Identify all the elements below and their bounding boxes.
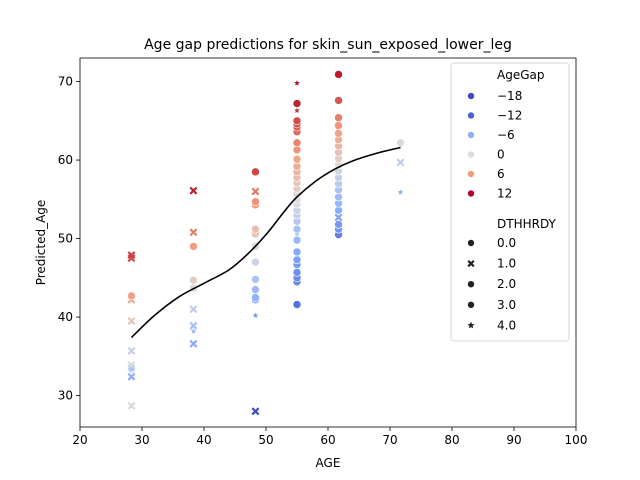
legend-style-title: DTHHRDY xyxy=(497,217,557,231)
legend: AgeGap DTHHRDY −18 −12 −6 0 6 12 0.0 1.0 2.0 3.0 4… xyxy=(450,62,570,342)
legend-hue-marker xyxy=(467,92,475,100)
legend-hue-label: 6 xyxy=(497,167,505,181)
y-tick-label: 70 xyxy=(58,75,73,89)
x-axis-ticks: 20 30 40 50 60 70 80 90 100 xyxy=(72,427,587,447)
x-tick-label: 30 xyxy=(134,433,149,447)
x-tick-label: 100 xyxy=(565,433,588,447)
legend-style-label: 4.0 xyxy=(497,318,516,332)
x-axis-label: AGE xyxy=(316,456,341,470)
data-point xyxy=(127,360,136,369)
data-point xyxy=(189,305,198,314)
data-point xyxy=(292,235,302,245)
data-point xyxy=(127,291,136,301)
legend-style-marker xyxy=(467,239,475,247)
x-tick-label: 50 xyxy=(258,433,273,447)
data-point xyxy=(396,138,405,148)
data-point xyxy=(251,197,260,206)
legend-style-marker xyxy=(467,260,475,268)
data-point xyxy=(127,401,136,410)
data-point xyxy=(292,255,302,265)
data-point xyxy=(334,70,343,79)
data-point xyxy=(294,107,300,114)
data-point xyxy=(294,80,300,86)
legend-style-marker xyxy=(467,280,475,289)
data-point xyxy=(397,189,404,195)
data-point xyxy=(189,339,198,348)
x-tick-label: 80 xyxy=(444,433,459,447)
data-point xyxy=(292,224,302,234)
legend-hue-marker xyxy=(467,150,475,159)
y-tick-label: 50 xyxy=(58,232,73,246)
data-point xyxy=(294,230,300,237)
data-point xyxy=(292,99,302,108)
legend-entries: −18 −12 −6 0 6 12 0.0 1.0 2.0 3.0 4.0 xyxy=(467,89,522,332)
trend-line xyxy=(130,146,401,339)
x-tick-label: 60 xyxy=(320,433,335,447)
data-point xyxy=(334,129,343,138)
data-point xyxy=(189,228,198,237)
legend-hue-label: −12 xyxy=(497,109,522,123)
data-point xyxy=(334,220,343,229)
data-point xyxy=(251,293,260,302)
data-point xyxy=(127,372,136,381)
data-point xyxy=(251,407,260,416)
data-point xyxy=(292,268,302,277)
x-tick-label: 40 xyxy=(196,433,211,447)
data-point xyxy=(189,275,198,285)
data-point xyxy=(251,257,260,267)
y-axis-label: Predicted_Age xyxy=(34,200,48,286)
data-point xyxy=(334,96,343,105)
legend-hue-label: −6 xyxy=(497,128,515,142)
data-point xyxy=(396,158,405,167)
x-tick-label: 20 xyxy=(72,433,87,447)
legend-style-label: 3.0 xyxy=(497,298,516,312)
data-point xyxy=(334,121,343,130)
data-point xyxy=(292,154,302,164)
legend-style-label: 2.0 xyxy=(497,277,516,291)
data-point xyxy=(251,275,260,284)
y-tick-label: 40 xyxy=(58,310,73,324)
data-point xyxy=(189,242,198,251)
legend-style-label: 0.0 xyxy=(497,236,516,250)
data-point xyxy=(127,346,136,355)
x-tick-label: 90 xyxy=(506,433,521,447)
legend-hue-label: 12 xyxy=(497,187,512,201)
y-tick-label: 60 xyxy=(58,153,73,167)
data-point xyxy=(251,224,260,234)
data-point xyxy=(190,328,197,334)
data-point xyxy=(334,113,343,122)
legend-style-marker xyxy=(467,321,475,329)
legend-hue-label: −18 xyxy=(497,89,522,103)
data-point xyxy=(292,300,302,309)
chart-title: Age gap predictions for skin_sun_exposed… xyxy=(144,37,512,53)
y-axis-ticks: 30 40 50 60 70 xyxy=(58,75,80,403)
data-point xyxy=(292,247,302,257)
data-point xyxy=(334,213,343,222)
data-point xyxy=(252,312,259,318)
legend-hue-marker xyxy=(467,170,475,178)
data-point xyxy=(127,363,136,372)
scatter-points xyxy=(127,70,405,416)
legend-hue-marker xyxy=(467,111,475,120)
legend-hue-marker xyxy=(467,189,475,198)
data-point xyxy=(127,317,136,325)
legend-style-label: 1.0 xyxy=(497,257,516,271)
legend-hue-marker xyxy=(467,131,475,139)
data-point xyxy=(251,167,260,177)
data-point xyxy=(127,251,136,260)
data-point xyxy=(189,321,198,330)
legend-style-marker xyxy=(467,300,475,309)
legend-box xyxy=(450,62,570,342)
data-point xyxy=(292,116,302,126)
x-tick-label: 70 xyxy=(382,433,397,447)
legend-hue-title: AgeGap xyxy=(497,68,544,82)
data-point xyxy=(251,285,260,294)
y-tick-label: 30 xyxy=(58,389,73,403)
legend-hue-label: 0 xyxy=(497,148,505,162)
data-point xyxy=(292,138,302,148)
data-point xyxy=(189,186,198,195)
data-point xyxy=(251,187,260,196)
